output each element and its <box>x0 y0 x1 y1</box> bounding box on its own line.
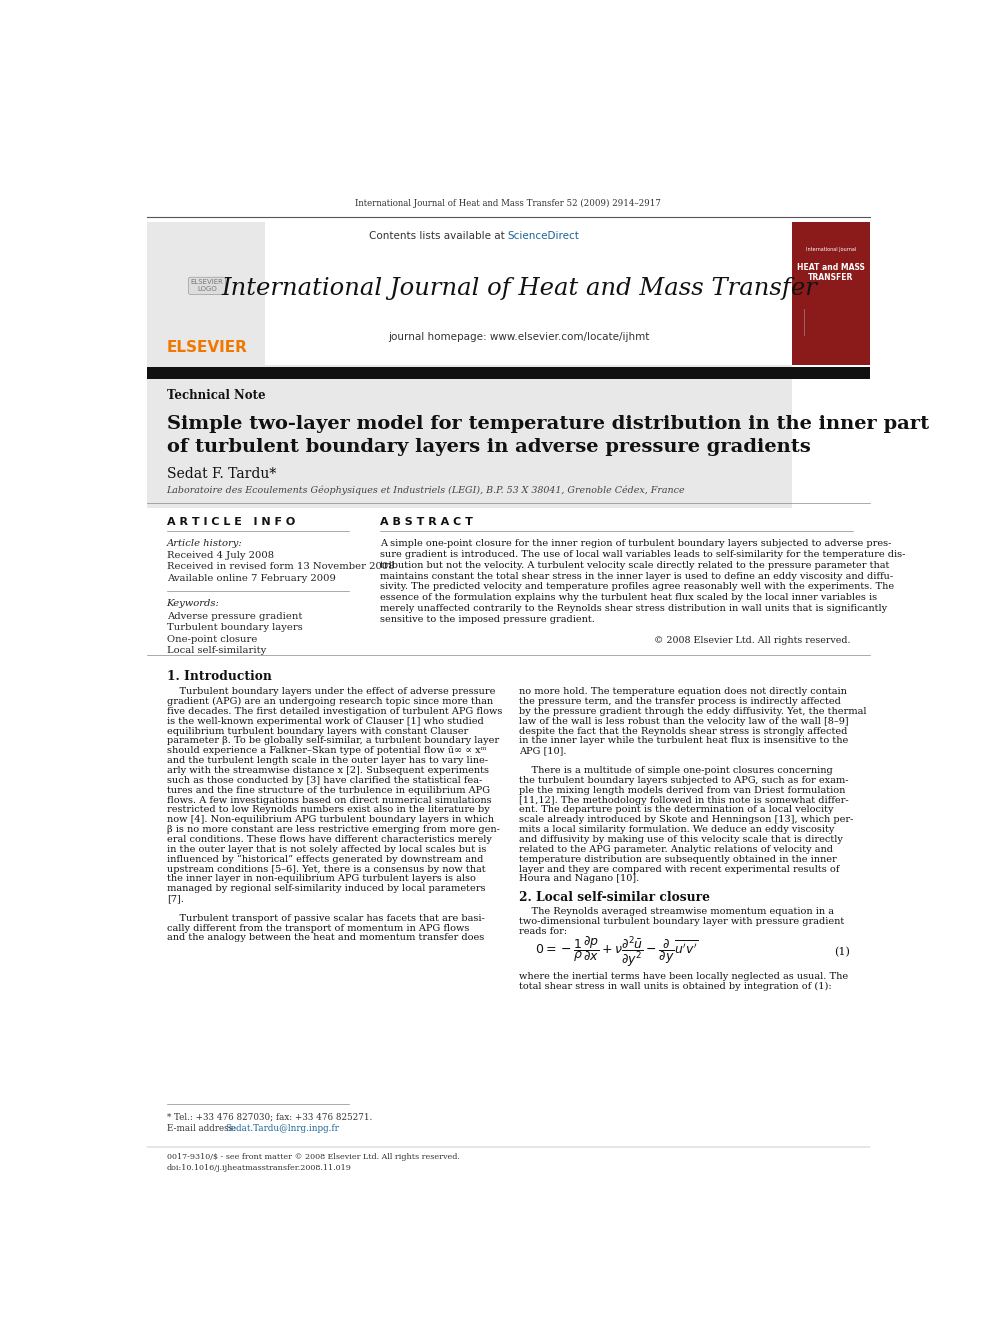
Bar <box>147 366 870 378</box>
Text: Article history:: Article history: <box>167 540 242 548</box>
Text: Contents lists available at: Contents lists available at <box>369 230 508 241</box>
Text: sure gradient is introduced. The use of local wall variables leads to self-simil: sure gradient is introduced. The use of … <box>380 550 905 560</box>
Text: A R T I C L E   I N F O: A R T I C L E I N F O <box>167 517 295 527</box>
Text: arly with the streamwise distance x [2]. Subsequent experiments: arly with the streamwise distance x [2].… <box>167 766 489 775</box>
Text: International Journal of Heat and Mass Transfer: International Journal of Heat and Mass T… <box>221 277 817 299</box>
Text: influenced by “historical” effects generated by downstream and: influenced by “historical” effects gener… <box>167 855 483 864</box>
Text: parameter β. To be globally self-similar, a turbulent boundary layer: parameter β. To be globally self-similar… <box>167 737 499 745</box>
Text: β is no more constant are less restrictive emerging from more gen-: β is no more constant are less restricti… <box>167 826 500 833</box>
Text: should experience a Falkner–Skan type of potential flow ū∞ ∝ xᵐ: should experience a Falkner–Skan type of… <box>167 746 486 755</box>
Text: upstream conditions [5–6]. Yet, there is a consensus by now that: upstream conditions [5–6]. Yet, there is… <box>167 864 485 873</box>
Text: total shear stress in wall units is obtained by integration of (1):: total shear stress in wall units is obta… <box>519 982 832 991</box>
Text: despite the fact that the Reynolds shear stress is strongly affected: despite the fact that the Reynolds shear… <box>519 726 847 736</box>
Text: in the inner layer while the turbulent heat flux is insensitive to the: in the inner layer while the turbulent h… <box>519 737 848 745</box>
Text: flows. A few investigations based on direct numerical simulations: flows. A few investigations based on dir… <box>167 795 491 804</box>
Text: © 2008 Elsevier Ltd. All rights reserved.: © 2008 Elsevier Ltd. All rights reserved… <box>655 635 851 644</box>
Text: mits a local similarity formulation. We deduce an eddy viscosity: mits a local similarity formulation. We … <box>519 826 834 833</box>
Text: Simple two-layer model for temperature distribution in the inner part: Simple two-layer model for temperature d… <box>167 415 929 434</box>
Text: reads for:: reads for: <box>519 927 567 937</box>
Text: five decades. The first detailed investigation of turbulent APG flows: five decades. The first detailed investi… <box>167 706 502 716</box>
Text: International Journal of Heat and Mass Transfer 52 (2009) 2914–2917: International Journal of Heat and Mass T… <box>355 198 662 208</box>
Text: managed by regional self-similarity induced by local parameters: managed by regional self-similarity indu… <box>167 884 485 893</box>
Text: The Reynolds averaged streamwise momentum equation in a: The Reynolds averaged streamwise momentu… <box>519 908 834 917</box>
Text: tribution but not the velocity. A turbulent velocity scale directly related to t: tribution but not the velocity. A turbul… <box>380 561 889 570</box>
Text: of turbulent boundary layers in adverse pressure gradients: of turbulent boundary layers in adverse … <box>167 438 810 455</box>
Text: gradient (APG) are an undergoing research topic since more than: gradient (APG) are an undergoing researc… <box>167 697 493 706</box>
Text: where the inertial terms have been locally neglected as usual. The: where the inertial terms have been local… <box>519 972 848 980</box>
Text: the pressure term, and the transfer process is indirectly affected: the pressure term, and the transfer proc… <box>519 697 841 706</box>
Text: essence of the formulation explains why the turbulent heat flux scaled by the lo: essence of the formulation explains why … <box>380 593 877 602</box>
Text: $0 = -\dfrac{1}{\rho}\dfrac{\partial p}{\partial x} + \nu\dfrac{\partial^2 \bar{: $0 = -\dfrac{1}{\rho}\dfrac{\partial p}{… <box>535 935 698 968</box>
Text: Turbulent boundary layers: Turbulent boundary layers <box>167 623 303 632</box>
Text: merely unaffected contrarily to the Reynolds shear stress distribution in wall u: merely unaffected contrarily to the Reyn… <box>380 603 887 613</box>
Text: eral conditions. These flows have different characteristics merely: eral conditions. These flows have differ… <box>167 835 491 844</box>
Text: restricted to low Reynolds numbers exist also in the literature by: restricted to low Reynolds numbers exist… <box>167 806 489 815</box>
Text: [7].: [7]. <box>167 894 184 904</box>
Text: and diffusivity by making use of this velocity scale that is directly: and diffusivity by making use of this ve… <box>519 835 843 844</box>
Text: Sedat F. Tardu*: Sedat F. Tardu* <box>167 467 276 482</box>
Text: equilibrium turbulent boundary layers with constant Clauser: equilibrium turbulent boundary layers wi… <box>167 726 468 736</box>
Text: ent. The departure point is the determination of a local velocity: ent. The departure point is the determin… <box>519 806 833 815</box>
Text: Houra and Nagano [10].: Houra and Nagano [10]. <box>519 875 640 884</box>
Text: journal homepage: www.elsevier.com/locate/ijhmt: journal homepage: www.elsevier.com/locat… <box>389 332 650 343</box>
Text: Received in revised form 13 November 2008: Received in revised form 13 November 200… <box>167 562 394 572</box>
Text: 2. Local self-similar closure: 2. Local self-similar closure <box>519 892 710 905</box>
Text: HEAT and MASS
TRANSFER: HEAT and MASS TRANSFER <box>797 263 865 282</box>
Text: ELSEVIER: ELSEVIER <box>167 340 247 355</box>
Text: * Tel.: +33 476 827030; fax: +33 476 825271.: * Tel.: +33 476 827030; fax: +33 476 825… <box>167 1113 372 1121</box>
Text: International Journal: International Journal <box>806 247 856 253</box>
Text: Technical Note: Technical Note <box>167 389 265 402</box>
Text: and the turbulent length scale in the outer layer has to vary line-: and the turbulent length scale in the ou… <box>167 755 488 765</box>
Text: Turbulent transport of passive scalar has facets that are basi-: Turbulent transport of passive scalar ha… <box>167 914 484 922</box>
Text: A simple one-point closure for the inner region of turbulent boundary layers sub: A simple one-point closure for the inner… <box>380 540 891 548</box>
Text: cally different from the transport of momentum in APG flows: cally different from the transport of mo… <box>167 923 469 933</box>
Text: now [4]. Non-equilibrium APG turbulent boundary layers in which: now [4]. Non-equilibrium APG turbulent b… <box>167 815 494 824</box>
Text: is the well-known experimental work of Clauser [1] who studied: is the well-known experimental work of C… <box>167 717 483 726</box>
Bar <box>792 222 870 365</box>
Text: scale already introduced by Skote and Henningson [13], which per-: scale already introduced by Skote and He… <box>519 815 854 824</box>
Text: Turbulent boundary layers under the effect of adverse pressure: Turbulent boundary layers under the effe… <box>167 687 495 696</box>
Text: [11,12]. The methodology followed in this note is somewhat differ-: [11,12]. The methodology followed in thi… <box>519 795 849 804</box>
Text: law of the wall is less robust than the velocity law of the wall [8–9]: law of the wall is less robust than the … <box>519 717 849 726</box>
Text: Laboratoire des Ecoulements Géophysiques et Industriels (LEGI), B.P. 53 X 38041,: Laboratoire des Ecoulements Géophysiques… <box>167 486 685 495</box>
Text: Adverse pressure gradient: Adverse pressure gradient <box>167 611 302 620</box>
Text: layer and they are compared with recent experimental results of: layer and they are compared with recent … <box>519 864 839 873</box>
Text: two-dimensional turbulent boundary layer with pressure gradient: two-dimensional turbulent boundary layer… <box>519 917 844 926</box>
Text: sensitive to the imposed pressure gradient.: sensitive to the imposed pressure gradie… <box>380 615 594 623</box>
Text: There is a multitude of simple one-point closures concerning: There is a multitude of simple one-point… <box>519 766 833 775</box>
Text: ELSEVIER
LOGO: ELSEVIER LOGO <box>190 279 223 292</box>
Text: tures and the fine structure of the turbulence in equilibrium APG: tures and the fine structure of the turb… <box>167 786 490 795</box>
Bar <box>147 222 265 365</box>
Text: and the analogy between the heat and momentum transfer does: and the analogy between the heat and mom… <box>167 934 484 942</box>
Bar <box>147 365 792 508</box>
Text: Received 4 July 2008: Received 4 July 2008 <box>167 550 274 560</box>
Text: APG [10].: APG [10]. <box>519 746 566 755</box>
Text: 0017-9310/$ - see front matter © 2008 Elsevier Ltd. All rights reserved.: 0017-9310/$ - see front matter © 2008 El… <box>167 1154 459 1162</box>
Text: Available online 7 February 2009: Available online 7 February 2009 <box>167 574 335 583</box>
Text: such as those conducted by [3] have clarified the statistical fea-: such as those conducted by [3] have clar… <box>167 775 482 785</box>
Text: in the outer layer that is not solely affected by local scales but is: in the outer layer that is not solely af… <box>167 845 486 853</box>
Text: the turbulent boundary layers subjected to APG, such as for exam-: the turbulent boundary layers subjected … <box>519 775 849 785</box>
Text: ScienceDirect: ScienceDirect <box>508 230 579 241</box>
Text: One-point closure: One-point closure <box>167 635 257 644</box>
Text: doi:10.1016/j.ijheatmasstransfer.2008.11.019: doi:10.1016/j.ijheatmasstransfer.2008.11… <box>167 1164 351 1172</box>
Text: 1. Introduction: 1. Introduction <box>167 669 272 683</box>
Text: the inner layer in non-equilibrium APG turbulent layers is also: the inner layer in non-equilibrium APG t… <box>167 875 475 884</box>
Text: E-mail address:: E-mail address: <box>167 1123 238 1132</box>
Text: Keywords:: Keywords: <box>167 599 219 609</box>
Text: related to the APG parameter. Analytic relations of velocity and: related to the APG parameter. Analytic r… <box>519 845 833 853</box>
Text: A B S T R A C T: A B S T R A C T <box>380 517 472 527</box>
Text: maintains constant the total shear stress in the inner layer is used to define a: maintains constant the total shear stres… <box>380 572 893 581</box>
Text: by the pressure gradient through the eddy diffusivity. Yet, the thermal: by the pressure gradient through the edd… <box>519 706 867 716</box>
Text: sivity. The predicted velocity and temperature profiles agree reasonably well wi: sivity. The predicted velocity and tempe… <box>380 582 894 591</box>
Text: Local self-similarity: Local self-similarity <box>167 647 266 655</box>
Text: no more hold. The temperature equation does not directly contain: no more hold. The temperature equation d… <box>519 687 847 696</box>
Text: (1): (1) <box>834 947 850 957</box>
Text: Sedat.Tardu@lnrg.inpg.fr: Sedat.Tardu@lnrg.inpg.fr <box>225 1123 338 1132</box>
Text: temperature distribution are subsequently obtained in the inner: temperature distribution are subsequentl… <box>519 855 837 864</box>
Text: ple the mixing length models derived from van Driest formulation: ple the mixing length models derived fro… <box>519 786 845 795</box>
